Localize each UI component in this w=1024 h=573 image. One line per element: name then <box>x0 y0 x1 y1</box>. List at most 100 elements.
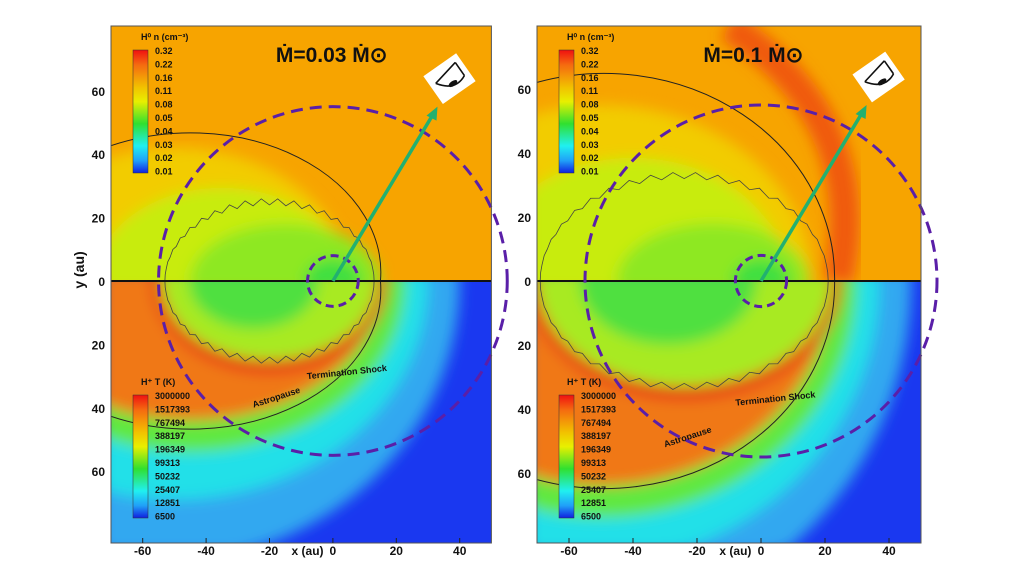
x-tick-label: -40 <box>197 544 215 558</box>
density-field <box>537 26 860 281</box>
colorbar-label: H⁰ n (cm⁻³) <box>141 32 188 42</box>
y-tick-label: 60 <box>92 85 106 99</box>
colorbar-label: H⁺ T (K) <box>567 377 601 387</box>
lower-heatmap <box>537 281 921 543</box>
x-axis-label: x (au) <box>719 544 751 558</box>
colorbar-tick-label: 767494 <box>155 418 185 428</box>
temperature-region <box>579 281 757 345</box>
colorbar-tick-label: 0.32 <box>155 46 173 56</box>
x-tick-label: -60 <box>134 544 152 558</box>
termination-shock-line <box>539 172 829 282</box>
viewing-sphere-circle <box>157 105 509 457</box>
panel-title: Ṁ=0.03 Ṁ⊙ <box>276 44 388 67</box>
y-tick-label: 40 <box>92 148 106 162</box>
x-tick-label: -60 <box>560 544 578 558</box>
x-tick-label: 40 <box>882 544 896 558</box>
colorbar-tick-label: 0.04 <box>155 126 173 136</box>
colorbar <box>558 49 575 174</box>
colorbar-tick-label: 50232 <box>155 471 180 481</box>
density-region <box>304 258 362 281</box>
colorbar-tick-label: 0.22 <box>155 59 173 69</box>
y-tick-label: 20 <box>92 212 106 226</box>
termination-shock-line <box>164 198 375 282</box>
colorbar-tick-label: 6500 <box>581 512 601 522</box>
astropause-line <box>111 281 382 430</box>
colorbar-tick-label: 0.04 <box>581 126 599 136</box>
colorbar-tick-label: 0.22 <box>581 59 599 69</box>
colorbar <box>558 394 575 519</box>
y-tick-label: 60 <box>518 467 532 481</box>
eye-icon-box <box>423 53 476 105</box>
colorbar-tick-label: 25407 <box>581 485 606 495</box>
colorbar-tick-label: 99313 <box>155 458 180 468</box>
colorbar-tick-label: 0.32 <box>581 46 599 56</box>
x-tick-label: 0 <box>758 544 765 558</box>
colorbar-tick-label: 0.05 <box>155 113 173 123</box>
y-tick-label: 40 <box>92 402 106 416</box>
colorbar-tick-label: 50232 <box>581 471 606 481</box>
colorbar-tick-label: 196349 <box>581 445 611 455</box>
colorbar-tick-label: 99313 <box>581 458 606 468</box>
x-tick-label: -20 <box>688 544 706 558</box>
y-tick-label: 40 <box>518 147 532 161</box>
y-tick-label: 60 <box>518 83 532 97</box>
y-tick-label: 0 <box>98 275 105 289</box>
panel-title: Ṁ=0.1 Ṁ⊙ <box>703 44 803 67</box>
colorbar-tick-label: 25407 <box>155 485 180 495</box>
plot-frame <box>536 25 922 544</box>
colorbar-tick-label: 0.11 <box>581 86 598 96</box>
y-axis-label: y (au) <box>71 251 87 288</box>
colorbar-tick-label: 0.11 <box>155 86 172 96</box>
colorbar-tick-label: 1517393 <box>155 404 190 414</box>
colorbar-tick-label: 196349 <box>155 445 185 455</box>
arrow-head <box>426 106 438 121</box>
colorbar-tick-label: 3000000 <box>155 391 190 401</box>
x-tick-label: 0 <box>330 544 337 558</box>
arrow-head <box>855 105 867 119</box>
colorbar-tick-label: 6500 <box>155 512 175 522</box>
colorbar-label: H⁰ n (cm⁻³) <box>567 32 614 42</box>
lower-heatmap <box>111 281 492 543</box>
view-direction-arrow <box>331 112 436 282</box>
colorbar-tick-label: 0.16 <box>155 73 173 83</box>
y-tick-label: 60 <box>92 465 106 479</box>
colorbar-tick-label: 388197 <box>581 431 611 441</box>
eye-icon-pupil <box>877 78 887 86</box>
temperature-region <box>189 281 319 329</box>
upper-heatmap <box>111 26 492 281</box>
termination-shock-line <box>164 280 375 364</box>
y-tick-label: 20 <box>92 338 106 352</box>
plot-frame <box>110 25 492 544</box>
inner-circle <box>733 253 789 309</box>
termination-shock-line <box>539 280 829 390</box>
colorbar <box>132 394 149 519</box>
y-tick-label: 40 <box>518 403 532 417</box>
x-tick-label: 40 <box>453 544 467 558</box>
colorbar <box>132 49 149 174</box>
colorbar-tick-label: 0.01 <box>581 167 599 177</box>
colorbar-tick-label: 0.02 <box>155 153 173 163</box>
astropause-line <box>537 73 836 281</box>
colorbar-tick-label: 0.03 <box>155 140 173 150</box>
eye-icon-box <box>852 51 905 103</box>
colorbar-tick-label: 0.08 <box>155 100 173 110</box>
colorbar-tick-label: 0.05 <box>581 113 599 123</box>
y-tick-label: 0 <box>524 275 531 289</box>
colorbar-tick-label: 3000000 <box>581 391 616 401</box>
eye-icon <box>423 53 476 105</box>
colorbar-tick-label: 1517393 <box>581 404 616 414</box>
colorbar-tick-label: 0.03 <box>581 140 599 150</box>
eye-icon <box>852 51 905 103</box>
colorbar-tick-label: 12851 <box>581 498 606 508</box>
x-tick-label: -20 <box>261 544 279 558</box>
x-tick-label: 20 <box>390 544 404 558</box>
colorbar-tick-label: 0.08 <box>581 100 599 110</box>
y-tick-label: 20 <box>518 211 532 225</box>
upper-heatmap <box>537 26 921 281</box>
astropause-line <box>537 281 836 489</box>
density-field <box>111 147 381 281</box>
y-tick-label: 20 <box>518 339 532 353</box>
